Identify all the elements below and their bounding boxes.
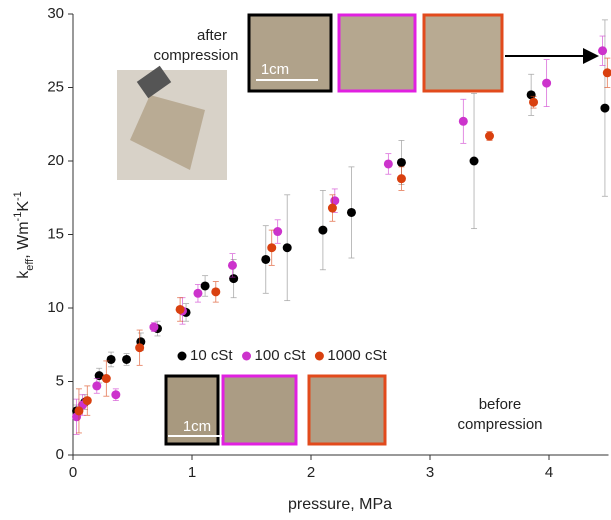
point <box>94 371 104 381</box>
point <box>135 343 145 353</box>
y-tick-label: 15 <box>47 225 64 242</box>
point <box>106 354 116 364</box>
legend-label: 10 cSt <box>190 347 233 364</box>
point <box>267 243 277 253</box>
y-label-part: -1 <box>12 191 24 201</box>
legend-marker <box>177 351 187 361</box>
point <box>600 103 610 113</box>
point <box>149 322 159 332</box>
point <box>318 225 328 235</box>
scale-label: 1cm <box>261 61 289 78</box>
point <box>273 227 283 237</box>
y-label-part: K <box>15 201 32 212</box>
point <box>200 281 210 291</box>
y-label-part: -1 <box>12 212 24 222</box>
point <box>229 274 239 284</box>
point <box>542 78 552 88</box>
x-tick-label: 4 <box>545 464 553 481</box>
point <box>383 159 393 169</box>
legend-label: 100 cSt <box>255 347 307 364</box>
photo-insets <box>117 13 599 446</box>
x-tick-label: 0 <box>69 464 77 481</box>
point <box>602 68 611 78</box>
y-label-part: k <box>15 270 32 279</box>
point <box>598 46 608 56</box>
point <box>346 207 356 217</box>
x-axis-label: pressure, MPa <box>288 496 392 513</box>
point <box>396 174 406 184</box>
legend-marker <box>242 351 252 361</box>
x-tick-label: 2 <box>307 464 315 481</box>
note: after <box>197 27 227 44</box>
point <box>122 354 132 364</box>
point <box>458 116 468 126</box>
point <box>485 131 494 141</box>
point <box>82 396 92 406</box>
point <box>327 203 337 213</box>
y-tick-label: 20 <box>47 152 64 169</box>
y-tick-label: 25 <box>47 78 64 95</box>
legend-marker <box>314 351 324 361</box>
y-tick-label: 30 <box>47 5 64 22</box>
point <box>92 381 102 391</box>
x-tick-label: 3 <box>426 464 434 481</box>
point <box>469 156 479 166</box>
point <box>227 260 237 270</box>
point <box>101 374 111 384</box>
point <box>396 157 406 167</box>
y-tick-label: 5 <box>56 372 64 389</box>
point <box>175 304 185 314</box>
point <box>111 390 121 400</box>
note: compression <box>457 416 542 433</box>
x-tick-label: 1 <box>188 464 196 481</box>
point <box>529 97 539 107</box>
point <box>282 243 292 253</box>
point <box>74 406 84 416</box>
legend-label: 1000 cSt <box>327 347 387 364</box>
y-tick-label: 10 <box>47 299 64 316</box>
y-axis-label: keff, Wm-1K-1 <box>12 191 36 279</box>
y-label-part: , Wm <box>15 221 32 258</box>
point <box>261 254 271 264</box>
point <box>193 288 203 298</box>
y-tick-label: 0 <box>56 446 64 463</box>
note: before <box>479 396 522 413</box>
note: compression <box>153 47 238 64</box>
point <box>211 287 221 297</box>
scale-label: 1cm <box>183 418 211 435</box>
y-label-part: eff <box>24 258 36 271</box>
